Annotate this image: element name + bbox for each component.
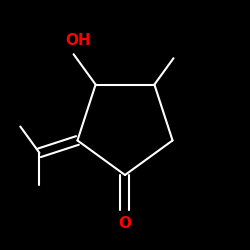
Text: O: O (118, 216, 132, 231)
Text: OH: OH (66, 33, 92, 48)
